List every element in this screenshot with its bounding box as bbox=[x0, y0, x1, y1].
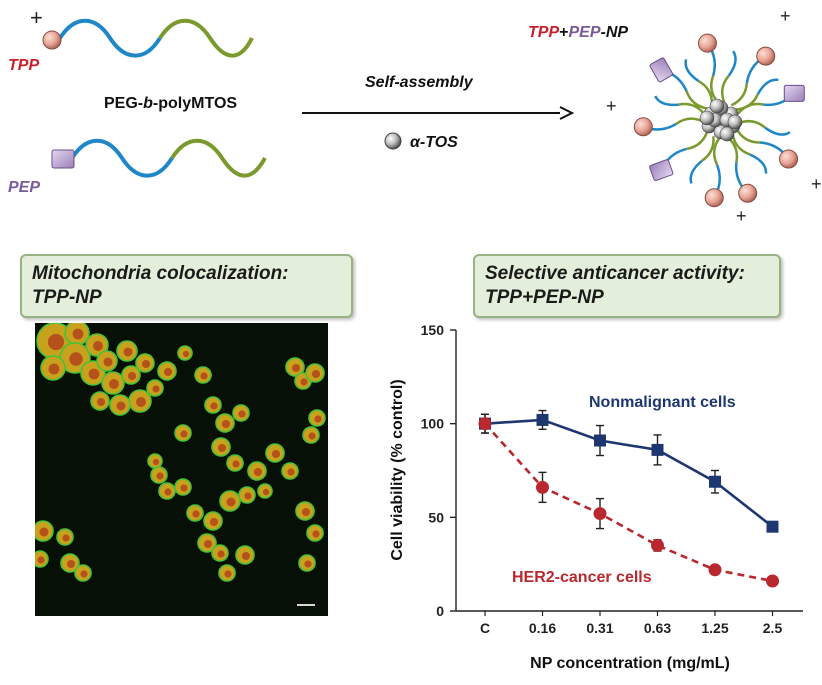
np-plus-sign: + bbox=[736, 206, 747, 226]
np-tpp-sphere-icon bbox=[633, 117, 653, 137]
scale-bar bbox=[297, 604, 315, 606]
np-core-sphere-icon bbox=[727, 114, 743, 130]
cancer-series-label: HER2-cancer cells bbox=[512, 569, 652, 586]
data-point-square bbox=[651, 443, 664, 456]
y-tick-label: 0 bbox=[436, 603, 444, 619]
np-plus-sign: + bbox=[780, 6, 791, 26]
self-assembly-label: Self-assembly bbox=[365, 74, 474, 91]
np-pep-cube-icon bbox=[649, 57, 673, 83]
nanoparticle: + + + + bbox=[606, 6, 822, 226]
data-point-square bbox=[536, 413, 549, 426]
series-line bbox=[484, 422, 773, 583]
x-tick-label: 0.31 bbox=[586, 620, 613, 636]
anticancer-box: Selective anticancer activity: TPP+PEP-N… bbox=[473, 254, 781, 318]
self-assembly-arrow: Self-assembly α-TOS bbox=[302, 74, 575, 151]
np-tpp-sphere-icon bbox=[704, 188, 724, 208]
tos-label: α-TOS bbox=[410, 134, 458, 151]
tpp-sphere-icon bbox=[42, 30, 62, 50]
colocalization-line2: TPP-NP bbox=[32, 287, 102, 308]
np-tpp-sphere-icon bbox=[738, 183, 758, 203]
x-axis-label: NP concentration (mg/mL) bbox=[530, 655, 730, 672]
pep-label: PEP bbox=[8, 179, 40, 196]
tpp-polymer: + TPP bbox=[8, 5, 254, 74]
np-tpp-sphere-icon bbox=[779, 149, 799, 169]
y-tick-label: 100 bbox=[421, 416, 445, 432]
np-tpp-sphere-icon bbox=[756, 46, 776, 66]
y-axis-label: Cell viability (% control) bbox=[389, 379, 406, 560]
colocalization-box: Mitochondria colocalization: TPP-NP bbox=[20, 254, 353, 318]
data-point-circle bbox=[708, 563, 722, 577]
data-point-square bbox=[709, 475, 721, 488]
x-tick-label: 0.16 bbox=[529, 620, 556, 636]
x-tick-label: 2.5 bbox=[763, 620, 783, 636]
viability-chart: 0 50 100 150 C 0.16 0.31 0.63 1.25 2.5 NP concentr… bbox=[389, 322, 803, 672]
np-label: TPP+PEP-NP bbox=[528, 24, 628, 41]
anticancer-line1: Selective anticancer activity: bbox=[485, 263, 745, 284]
polymer-label: PEG-b-polyMTOS bbox=[104, 95, 237, 112]
anticancer-line2: TPP+PEP-NP bbox=[485, 287, 604, 308]
np-pep-cube-icon bbox=[783, 84, 805, 102]
data-point-circle bbox=[478, 417, 492, 431]
data-point-circle bbox=[766, 574, 779, 588]
y-tick-label: 50 bbox=[428, 509, 444, 525]
tpp-label: TPP bbox=[8, 57, 39, 74]
np-core-sphere-icon bbox=[709, 98, 725, 114]
data-point-square bbox=[766, 520, 779, 533]
np-tpp-sphere-icon bbox=[697, 33, 717, 53]
microscopy-cells bbox=[35, 323, 326, 606]
np-pep-cube-icon bbox=[649, 159, 674, 182]
nonmalignant-series-label: Nonmalignant cells bbox=[589, 394, 736, 411]
np-core-sphere-icon bbox=[699, 110, 715, 126]
np-plus-sign: + bbox=[811, 174, 822, 194]
plus-sign: + bbox=[30, 5, 43, 30]
np-core-sphere-icon bbox=[719, 126, 735, 142]
pep-polymer: PEP bbox=[8, 138, 267, 196]
series-line bbox=[484, 418, 774, 528]
tos-sphere-icon bbox=[384, 132, 402, 150]
microscopy-image bbox=[35, 323, 328, 616]
data-point-circle bbox=[536, 480, 549, 494]
x-tick-label: 0.63 bbox=[644, 620, 671, 636]
colocalization-line1: Mitochondria colocalization: bbox=[32, 263, 289, 284]
x-tick-label: 1.25 bbox=[701, 620, 728, 636]
data-point-circle bbox=[593, 507, 607, 521]
data-point-circle bbox=[651, 538, 664, 552]
pep-cube-icon bbox=[51, 149, 75, 169]
x-tick-label: C bbox=[480, 620, 490, 636]
data-point-square bbox=[594, 434, 606, 447]
np-plus-sign: + bbox=[606, 96, 617, 116]
y-tick-label: 150 bbox=[421, 322, 445, 338]
